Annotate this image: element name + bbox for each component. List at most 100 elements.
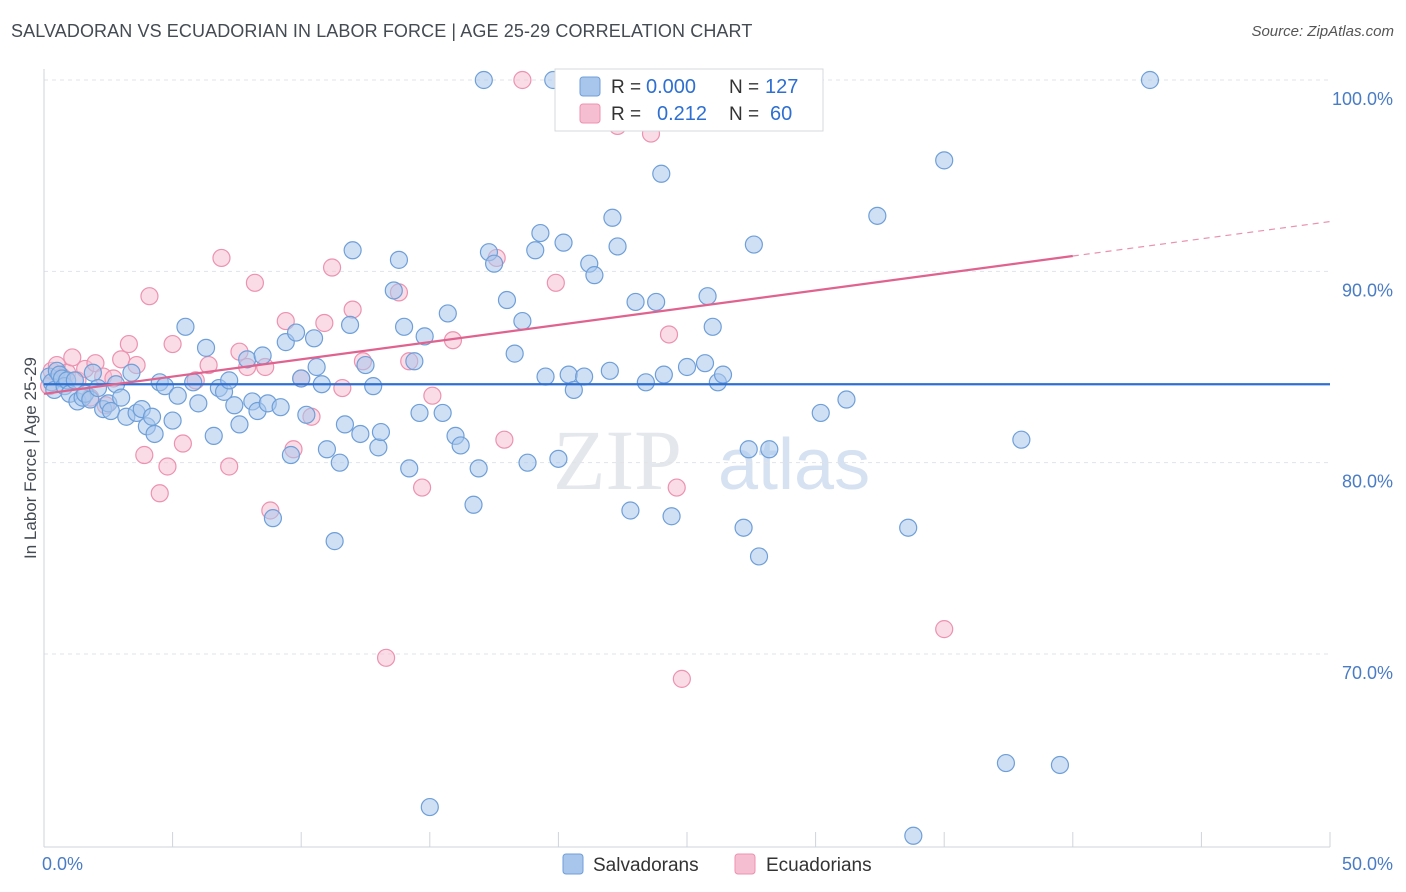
salvadoran-point (451, 436, 470, 455)
ecuadorian-point (667, 478, 686, 497)
salvadoran-point (253, 346, 272, 365)
ecuadorian-point (220, 457, 239, 476)
salvadoran-point (394, 317, 414, 336)
legend-r-label-2: R = (611, 104, 641, 125)
salvadoran-point (122, 363, 141, 382)
salvadoran-point (286, 323, 306, 342)
salvadoran-point (518, 453, 537, 472)
legend-n-label-1: N = (729, 77, 759, 98)
ecuadorian-point (333, 378, 352, 398)
salvadoran-point (204, 426, 223, 445)
ecuadorian-point (212, 248, 231, 268)
salvadoran-point (531, 223, 550, 243)
salvadoran-point (369, 438, 388, 457)
salvadoran-point (405, 352, 424, 371)
bottom-legend-swatch-ecuadorians (734, 853, 756, 875)
salvadoran-point (564, 380, 583, 400)
series-legend: Salvadorans Ecuadorians (562, 853, 872, 876)
salvadoran-point (698, 287, 717, 306)
bottom-legend-label-salvadorans: Salvadorans (593, 855, 699, 876)
legend-swatch-ecuadorians (579, 103, 601, 124)
salvadoran-point (1050, 755, 1070, 775)
salvadoran-point (184, 373, 203, 392)
salvadoran-point (384, 281, 403, 300)
salvadoran-point (536, 367, 555, 386)
ecuadorian-point (173, 434, 192, 453)
salvadoran-point (297, 405, 316, 424)
legend-swatch-salvadorans (579, 76, 601, 97)
ecuadorian-point (672, 669, 691, 688)
salvadoran-point (654, 365, 673, 384)
salvadoran-point (307, 357, 326, 377)
salvadoran-point (281, 445, 301, 465)
salvadoran-point (145, 424, 164, 444)
salvadoran-point (713, 365, 733, 384)
salvadoran-point (400, 459, 419, 478)
salvadoran-point (603, 208, 622, 227)
salvadoran-point (899, 518, 918, 537)
salvadoran-point (343, 241, 362, 260)
salvadoran-point (356, 355, 375, 375)
salvadoran-point (292, 369, 311, 388)
source-note: Source: ZipAtlas.com (1251, 23, 1394, 40)
legend-n-value-1: 127 (765, 76, 798, 98)
legend-r-label-1: R = (611, 77, 641, 98)
stats-legend: R = 0.000 N = 127 R = 0.212 N = 60 (554, 68, 824, 132)
axis-ticks: 70.0% 80.0% 90.0% 100.0% 0.0% 50.0% (42, 89, 1393, 874)
salvadoran-point (575, 367, 594, 386)
salvadoran-point (330, 453, 349, 472)
ecuadorian-point (150, 484, 169, 503)
bottom-legend-label-ecuadorians: Ecuadorians (766, 855, 872, 876)
salvadoran-point (652, 164, 671, 183)
y-tick-label: 100.0% (1332, 89, 1393, 109)
ecuadorian-point (119, 334, 138, 354)
ecuadorian-point (163, 334, 182, 354)
ecuadorian-point (63, 348, 82, 367)
y-axis-title: In Labor Force | Age 25-29 (21, 357, 40, 559)
salvadoran-point (837, 390, 856, 409)
watermark-zip: ZIP (553, 412, 682, 508)
salvadoran-point (220, 371, 239, 390)
chart-title: SALVADORAN VS ECUADORIAN IN LABOR FORCE … (11, 21, 753, 41)
salvadoran-point (549, 449, 568, 468)
legend-n-value-2: 60 (770, 103, 792, 125)
ecuadorian-point (343, 300, 362, 319)
salvadorans-points (40, 70, 1160, 845)
salvadoran-point (168, 386, 187, 405)
salvadoran-point (497, 290, 517, 310)
y-tick-label: 70.0% (1342, 663, 1393, 683)
salvadoran-point (600, 361, 619, 380)
salvadoran-point (438, 304, 457, 323)
legend-r-value-2: 0.212 (657, 103, 707, 125)
salvadoran-point (662, 507, 681, 526)
ecuadorian-point (276, 311, 295, 331)
y-tick-label: 90.0% (1342, 280, 1393, 300)
salvadoran-point (230, 415, 249, 434)
salvadoran-point (1012, 430, 1031, 449)
salvadoran-point (1140, 70, 1160, 90)
salvadoran-point (703, 317, 722, 336)
salvadoran-point (554, 233, 573, 252)
salvadoran-point (904, 826, 923, 845)
ecuadorian-point (513, 70, 532, 90)
ecuadorian-point (659, 325, 679, 344)
salvadoran-point (474, 70, 493, 90)
ecuadorian-point (546, 273, 565, 292)
salvadoran-point (464, 495, 483, 514)
axes (43, 69, 1330, 848)
ecuadorian-point (412, 478, 432, 497)
salvadoran-point (469, 459, 488, 478)
salvadoran-point (734, 518, 753, 537)
ecuadorian-point (376, 648, 396, 667)
salvadoran-point (996, 753, 1016, 773)
legend-n-label-2: N = (729, 104, 759, 125)
salvadoran-point (271, 398, 290, 417)
salvadoran-point (317, 440, 337, 459)
salvadoran-point (811, 403, 830, 423)
watermark: ZIP atlas (553, 412, 870, 508)
salvadoran-point (83, 363, 102, 382)
salvadoran-point (325, 532, 344, 551)
salvadoran-point (636, 373, 655, 392)
salvadoran-point (371, 422, 391, 442)
salvadoran-point (189, 394, 208, 413)
